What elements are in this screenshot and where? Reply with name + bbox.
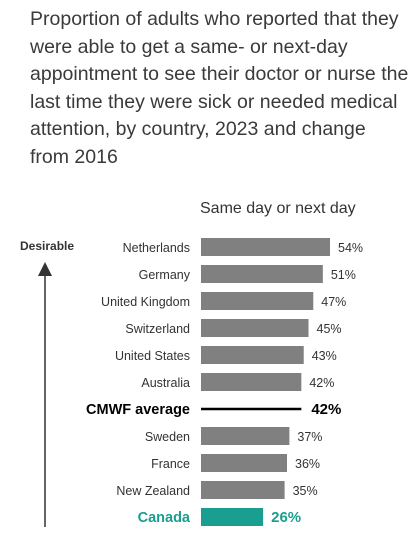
bar-united-states: [201, 346, 304, 364]
category-label-australia: Australia: [141, 376, 190, 390]
bar-switzerland: [201, 319, 309, 337]
value-label-united-kingdom: 47%: [321, 295, 346, 309]
category-label-switzerland: Switzerland: [125, 322, 190, 336]
desirable-arrow: [38, 262, 52, 527]
category-label-germany: Germany: [139, 268, 191, 282]
value-label-switzerland: 45%: [317, 322, 342, 336]
bar-united-kingdom: [201, 292, 314, 310]
category-label-france: France: [151, 457, 190, 471]
category-label-cmwf-average: CMWF average: [86, 402, 190, 418]
value-label-new-zealand: 35%: [293, 484, 318, 498]
value-label-sweden: 37%: [297, 430, 322, 444]
desirable-arrow-head: [38, 262, 52, 276]
value-label-canada: 26%: [271, 509, 301, 526]
value-label-france: 36%: [295, 457, 320, 471]
bar-netherlands: [201, 238, 330, 256]
bar-sweden: [201, 427, 290, 445]
bar-germany: [201, 265, 323, 283]
value-label-australia: 42%: [309, 376, 334, 390]
category-label-new-zealand: New Zealand: [116, 484, 190, 498]
value-label-united-states: 43%: [312, 349, 337, 363]
category-label-netherlands: Netherlands: [123, 241, 190, 255]
bar-canada: [201, 508, 264, 526]
chart-marks: Netherlands 54% Germany 51% United Kingdom 47…: [86, 238, 363, 526]
value-label-germany: 51%: [331, 268, 356, 282]
category-label-united-kingdom: United Kingdom: [101, 295, 190, 309]
category-label-sweden: Sweden: [145, 430, 190, 444]
bar-australia: [201, 373, 302, 391]
chart-title: Proportion of adults who reported that t…: [30, 8, 409, 168]
category-label-canada: Canada: [138, 510, 191, 526]
bar-new-zealand: [201, 481, 285, 499]
category-label-united-states: United States: [115, 349, 190, 363]
desirable-label: Desirable: [20, 239, 75, 253]
column-header: Same day or next day: [200, 200, 356, 217]
value-label-cmwf-average: 42%: [311, 401, 341, 418]
bar-france: [201, 454, 287, 472]
value-label-netherlands: 54%: [338, 241, 363, 255]
